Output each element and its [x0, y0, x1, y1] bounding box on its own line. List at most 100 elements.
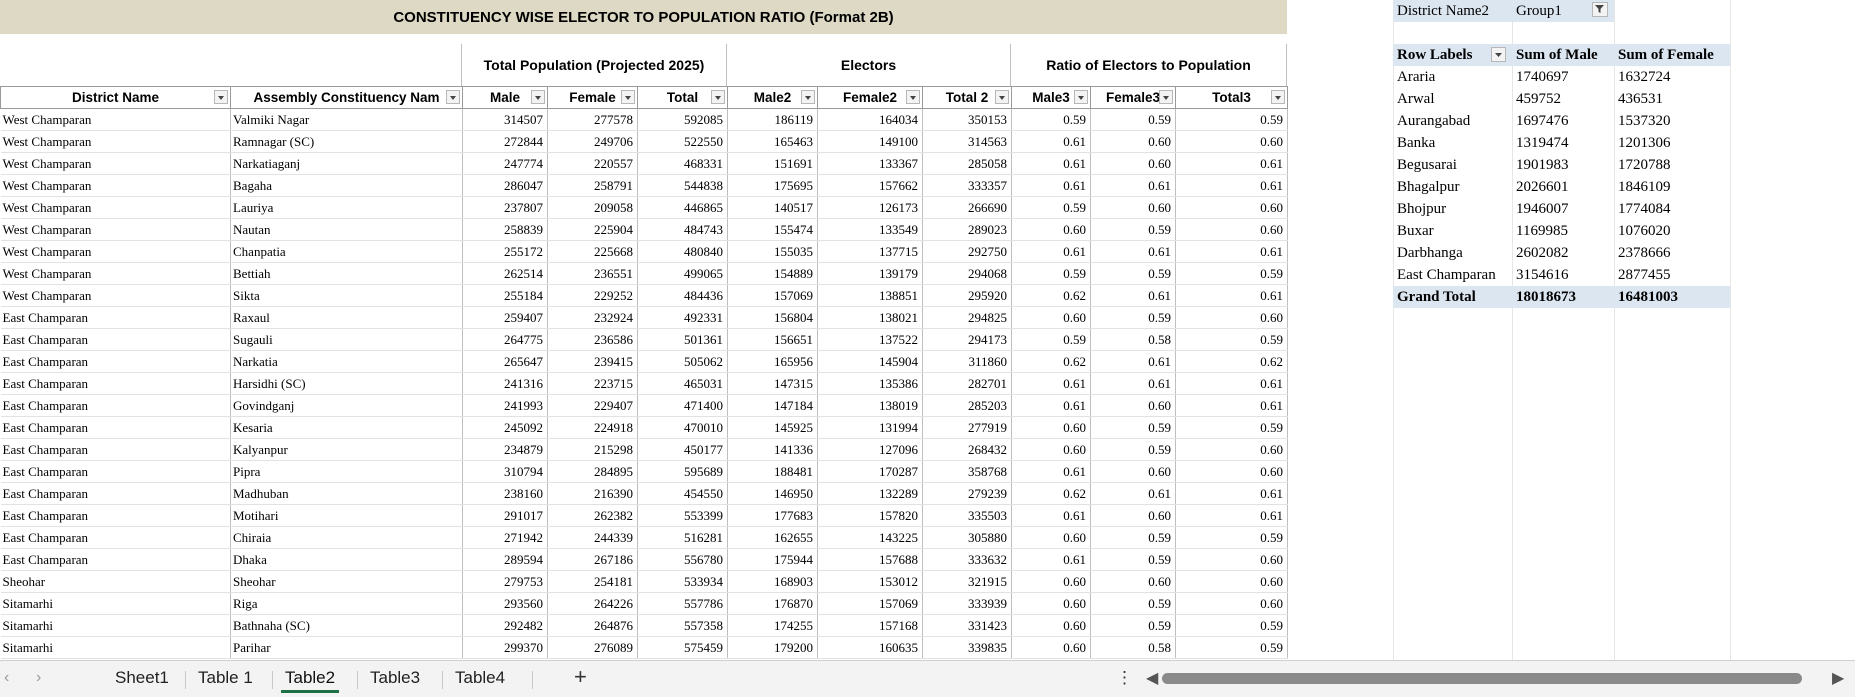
- table-cell[interactable]: 292482: [462, 614, 548, 637]
- table-cell[interactable]: Kesaria: [230, 416, 463, 439]
- pivot-cell[interactable]: 1901983: [1516, 157, 1569, 173]
- table-cell[interactable]: 156651: [727, 328, 818, 351]
- table-cell[interactable]: 0.61: [1175, 284, 1288, 307]
- table-cell[interactable]: 0.60: [1011, 570, 1091, 593]
- table-cell[interactable]: Pipra: [230, 460, 463, 483]
- table-cell[interactable]: 499065: [637, 262, 728, 285]
- pivot-cell[interactable]: Arwal: [1397, 91, 1435, 107]
- table-cell[interactable]: 0.60: [1175, 592, 1288, 615]
- table-cell[interactable]: 0.59: [1090, 592, 1176, 615]
- table-cell[interactable]: 247774: [462, 152, 548, 175]
- table-cell[interactable]: 165956: [727, 350, 818, 373]
- table-cell[interactable]: East Champaran: [0, 438, 231, 461]
- table-cell[interactable]: 255172: [462, 240, 548, 263]
- filter-dropdown-icon[interactable]: [906, 90, 920, 104]
- table-cell[interactable]: 241993: [462, 394, 548, 417]
- table-cell[interactable]: 0.59: [1090, 438, 1176, 461]
- column-header[interactable]: Total 2: [922, 86, 1012, 109]
- filter-dropdown-icon[interactable]: [1074, 90, 1088, 104]
- table-cell[interactable]: 557358: [637, 614, 728, 637]
- table-cell[interactable]: 0.61: [1011, 548, 1091, 571]
- table-cell[interactable]: 0.62: [1011, 350, 1091, 373]
- table-cell[interactable]: 0.60: [1175, 196, 1288, 219]
- table-cell[interactable]: 333939: [922, 592, 1012, 615]
- table-cell[interactable]: 138851: [817, 284, 923, 307]
- table-cell[interactable]: 292750: [922, 240, 1012, 263]
- table-cell[interactable]: 271942: [462, 526, 548, 549]
- table-cell[interactable]: Madhuban: [230, 482, 463, 505]
- pivot-filter-value[interactable]: Group1: [1512, 0, 1614, 22]
- table-cell[interactable]: 480840: [637, 240, 728, 263]
- table-cell[interactable]: 465031: [637, 372, 728, 395]
- table-cell[interactable]: 155035: [727, 240, 818, 263]
- table-cell[interactable]: 0.61: [1011, 372, 1091, 395]
- pivot-cell[interactable]: 1846109: [1618, 179, 1671, 195]
- pivot-cell[interactable]: Bhojpur: [1397, 201, 1447, 217]
- table-cell[interactable]: 331423: [922, 614, 1012, 637]
- table-cell[interactable]: 279753: [462, 570, 548, 593]
- table-cell[interactable]: West Champaran: [0, 196, 231, 219]
- table-cell[interactable]: 162655: [727, 526, 818, 549]
- table-cell[interactable]: 175944: [727, 548, 818, 571]
- table-cell[interactable]: 276089: [547, 636, 638, 659]
- table-cell[interactable]: 131994: [817, 416, 923, 439]
- table-cell[interactable]: 225668: [547, 240, 638, 263]
- column-header[interactable]: District Name: [0, 86, 231, 109]
- table-cell[interactable]: 139179: [817, 262, 923, 285]
- pivot-cell[interactable]: 459752: [1516, 91, 1561, 107]
- filter-dropdown-icon[interactable]: [1159, 90, 1173, 104]
- table-cell[interactable]: 176870: [727, 592, 818, 615]
- table-cell[interactable]: 186119: [727, 108, 818, 131]
- table-cell[interactable]: 0.61: [1175, 372, 1288, 395]
- table-cell[interactable]: 335503: [922, 504, 1012, 527]
- table-cell[interactable]: East Champaran: [0, 482, 231, 505]
- table-cell[interactable]: 277919: [922, 416, 1012, 439]
- table-cell[interactable]: Sheohar: [0, 570, 231, 593]
- table-cell[interactable]: 264876: [547, 614, 638, 637]
- sheet-tab[interactable]: Table2: [285, 668, 336, 687]
- table-cell[interactable]: 358768: [922, 460, 1012, 483]
- pivot-cell[interactable]: East Champaran: [1397, 267, 1496, 283]
- pivot-cell[interactable]: 2026601: [1516, 179, 1569, 195]
- pivot-grand-total[interactable]: 18018673: [1512, 286, 1614, 308]
- table-cell[interactable]: 0.60: [1090, 394, 1176, 417]
- table-cell[interactable]: West Champaran: [0, 130, 231, 153]
- table-cell[interactable]: 516281: [637, 526, 728, 549]
- table-cell[interactable]: 310794: [462, 460, 548, 483]
- table-cell[interactable]: 0.60: [1011, 218, 1091, 241]
- table-cell[interactable]: 0.61: [1175, 394, 1288, 417]
- table-cell[interactable]: 147315: [727, 372, 818, 395]
- table-cell[interactable]: 0.60: [1011, 306, 1091, 329]
- scroll-right-icon[interactable]: ▶: [1832, 670, 1845, 687]
- table-cell[interactable]: 291017: [462, 504, 548, 527]
- table-cell[interactable]: 470010: [637, 416, 728, 439]
- table-cell[interactable]: 262514: [462, 262, 548, 285]
- table-cell[interactable]: 505062: [637, 350, 728, 373]
- table-cell[interactable]: Sikta: [230, 284, 463, 307]
- table-cell[interactable]: 264775: [462, 328, 548, 351]
- filter-dropdown-icon[interactable]: [214, 90, 228, 104]
- table-cell[interactable]: East Champaran: [0, 328, 231, 351]
- table-cell[interactable]: 0.61: [1011, 394, 1091, 417]
- table-cell[interactable]: 0.59: [1090, 548, 1176, 571]
- table-cell[interactable]: 146950: [727, 482, 818, 505]
- table-cell[interactable]: 0.60: [1090, 152, 1176, 175]
- pivot-cell[interactable]: 2602082: [1516, 245, 1569, 261]
- table-cell[interactable]: 241316: [462, 372, 548, 395]
- table-cell[interactable]: 168903: [727, 570, 818, 593]
- table-cell[interactable]: West Champaran: [0, 240, 231, 263]
- table-cell[interactable]: 0.59: [1175, 636, 1288, 659]
- table-cell[interactable]: East Champaran: [0, 394, 231, 417]
- spreadsheet-grid[interactable]: CONSTITUENCY WISE ELECTOR TO POPULATION …: [0, 0, 1855, 660]
- table-cell[interactable]: East Champaran: [0, 306, 231, 329]
- table-cell[interactable]: 160635: [817, 636, 923, 659]
- table-cell[interactable]: 450177: [637, 438, 728, 461]
- table-cell[interactable]: 0.61: [1175, 504, 1288, 527]
- table-cell[interactable]: 0.59: [1175, 416, 1288, 439]
- table-cell[interactable]: 0.61: [1175, 152, 1288, 175]
- table-cell[interactable]: 238160: [462, 482, 548, 505]
- table-cell[interactable]: 264226: [547, 592, 638, 615]
- table-cell[interactable]: 244339: [547, 526, 638, 549]
- table-cell[interactable]: 0.60: [1175, 548, 1288, 571]
- table-cell[interactable]: 0.61: [1011, 460, 1091, 483]
